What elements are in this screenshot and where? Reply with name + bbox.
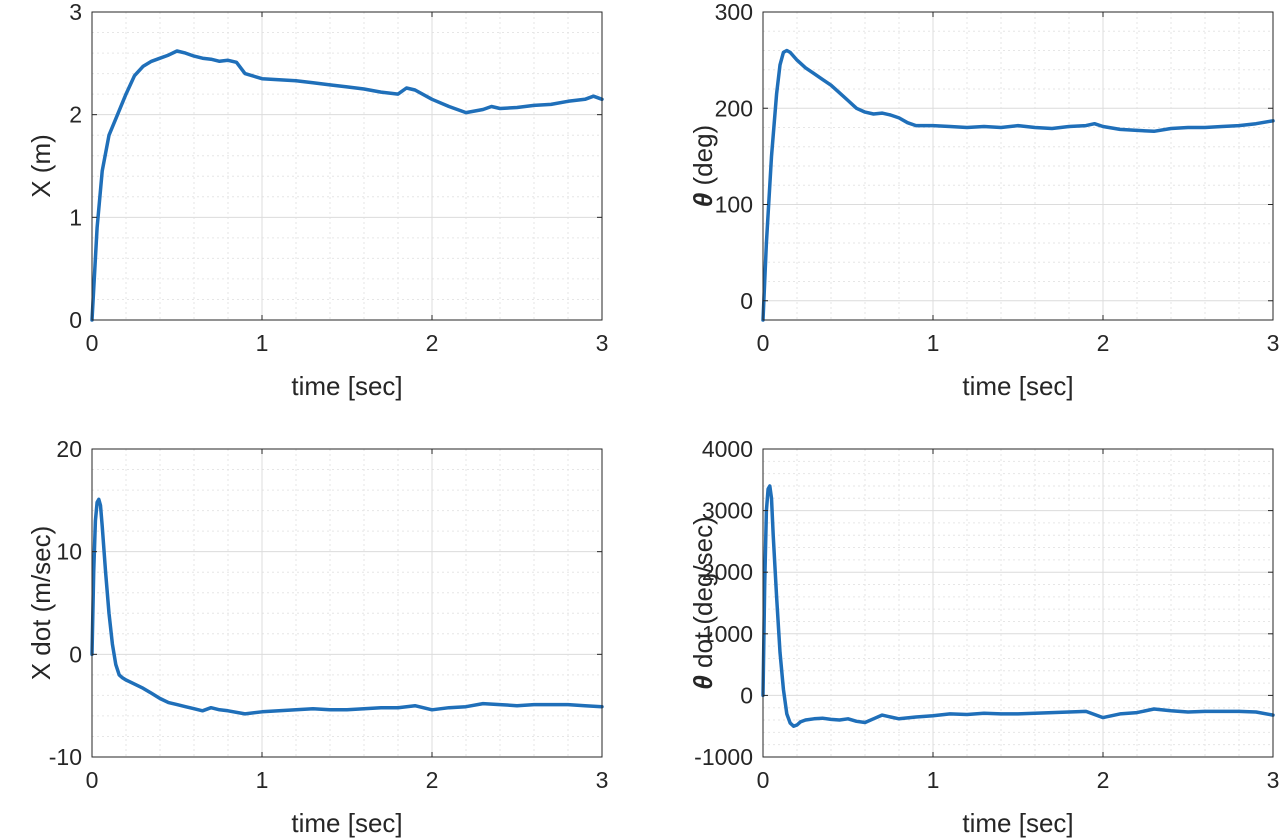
y-axis-label: X (m) <box>26 134 56 198</box>
y-axis-label-symbol: θ <box>688 185 718 207</box>
x-axis-label: time [sec] <box>291 371 402 401</box>
chart-theta: 0 1 2 3 0 100 200 300 time [sec] θ (deg) <box>688 0 1279 401</box>
y-axis-label-text: (deg) <box>688 125 718 186</box>
y-tick-label: 300 <box>715 0 753 25</box>
y-tick-label: 4000 <box>702 436 753 462</box>
x-tick-label: 1 <box>927 767 940 793</box>
chart-x-position: 0 1 2 3 0 1 2 3 time [sec] X (m) <box>26 0 608 401</box>
x-axis-label: time [sec] <box>291 808 402 838</box>
y-axis-label: θ (deg) <box>688 125 718 207</box>
y-axis-label-text: dot (deg/sec) <box>688 516 718 668</box>
y-tick-label: 0 <box>69 641 82 667</box>
y-tick-label: 1 <box>69 204 82 230</box>
y-axis-label: X dot (m/sec) <box>26 526 56 681</box>
series-line-x-position <box>90 49 604 322</box>
y-tick-label: 2000 <box>702 559 753 585</box>
axes-box <box>762 11 1274 321</box>
x-tick-label: 1 <box>256 330 269 356</box>
y-tick-label: 0 <box>740 682 753 708</box>
x-tick-label: 3 <box>1267 767 1280 793</box>
axes-box <box>91 11 603 321</box>
series-line-theta <box>761 48 1275 322</box>
series-line-theta-velocity <box>761 484 1275 728</box>
x-tick-label: 2 <box>1097 330 1110 356</box>
x-tick-label: 3 <box>1267 330 1280 356</box>
x-tick-label: 0 <box>86 330 99 356</box>
x-tick-label: 1 <box>927 330 940 356</box>
y-tick-label: 200 <box>715 95 753 121</box>
x-tick-label: 0 <box>86 767 99 793</box>
y-tick-label: 0 <box>69 307 82 333</box>
y-tick-label: 0 <box>740 288 753 314</box>
x-tick-label: 2 <box>426 330 439 356</box>
x-tick-label: 0 <box>757 330 770 356</box>
x-tick-label: 2 <box>1097 767 1110 793</box>
y-tick-label: 100 <box>715 192 753 218</box>
y-tick-label: 20 <box>56 436 82 462</box>
y-tick-label: 3000 <box>702 498 753 524</box>
x-tick-label: 1 <box>256 767 269 793</box>
x-tick-label: 3 <box>596 767 609 793</box>
y-tick-label: -10 <box>49 744 82 770</box>
y-tick-label: 10 <box>56 539 82 565</box>
y-tick-label: 3 <box>69 0 82 25</box>
series-line-x-velocity <box>90 497 604 716</box>
x-axis-label: time [sec] <box>962 371 1073 401</box>
y-axis-label: θ dot (deg/sec) <box>688 516 718 689</box>
axes-box <box>762 448 1274 758</box>
x-axis-label: time [sec] <box>962 808 1073 838</box>
y-tick-label: 2 <box>69 102 82 128</box>
axes-box <box>91 448 603 758</box>
y-tick-label: 1000 <box>702 621 753 647</box>
x-tick-label: 0 <box>757 767 770 793</box>
y-axis-label-symbol: θ <box>688 668 718 690</box>
x-tick-label: 3 <box>596 330 609 356</box>
x-tick-label: 2 <box>426 767 439 793</box>
y-tick-label: -1000 <box>694 744 753 770</box>
